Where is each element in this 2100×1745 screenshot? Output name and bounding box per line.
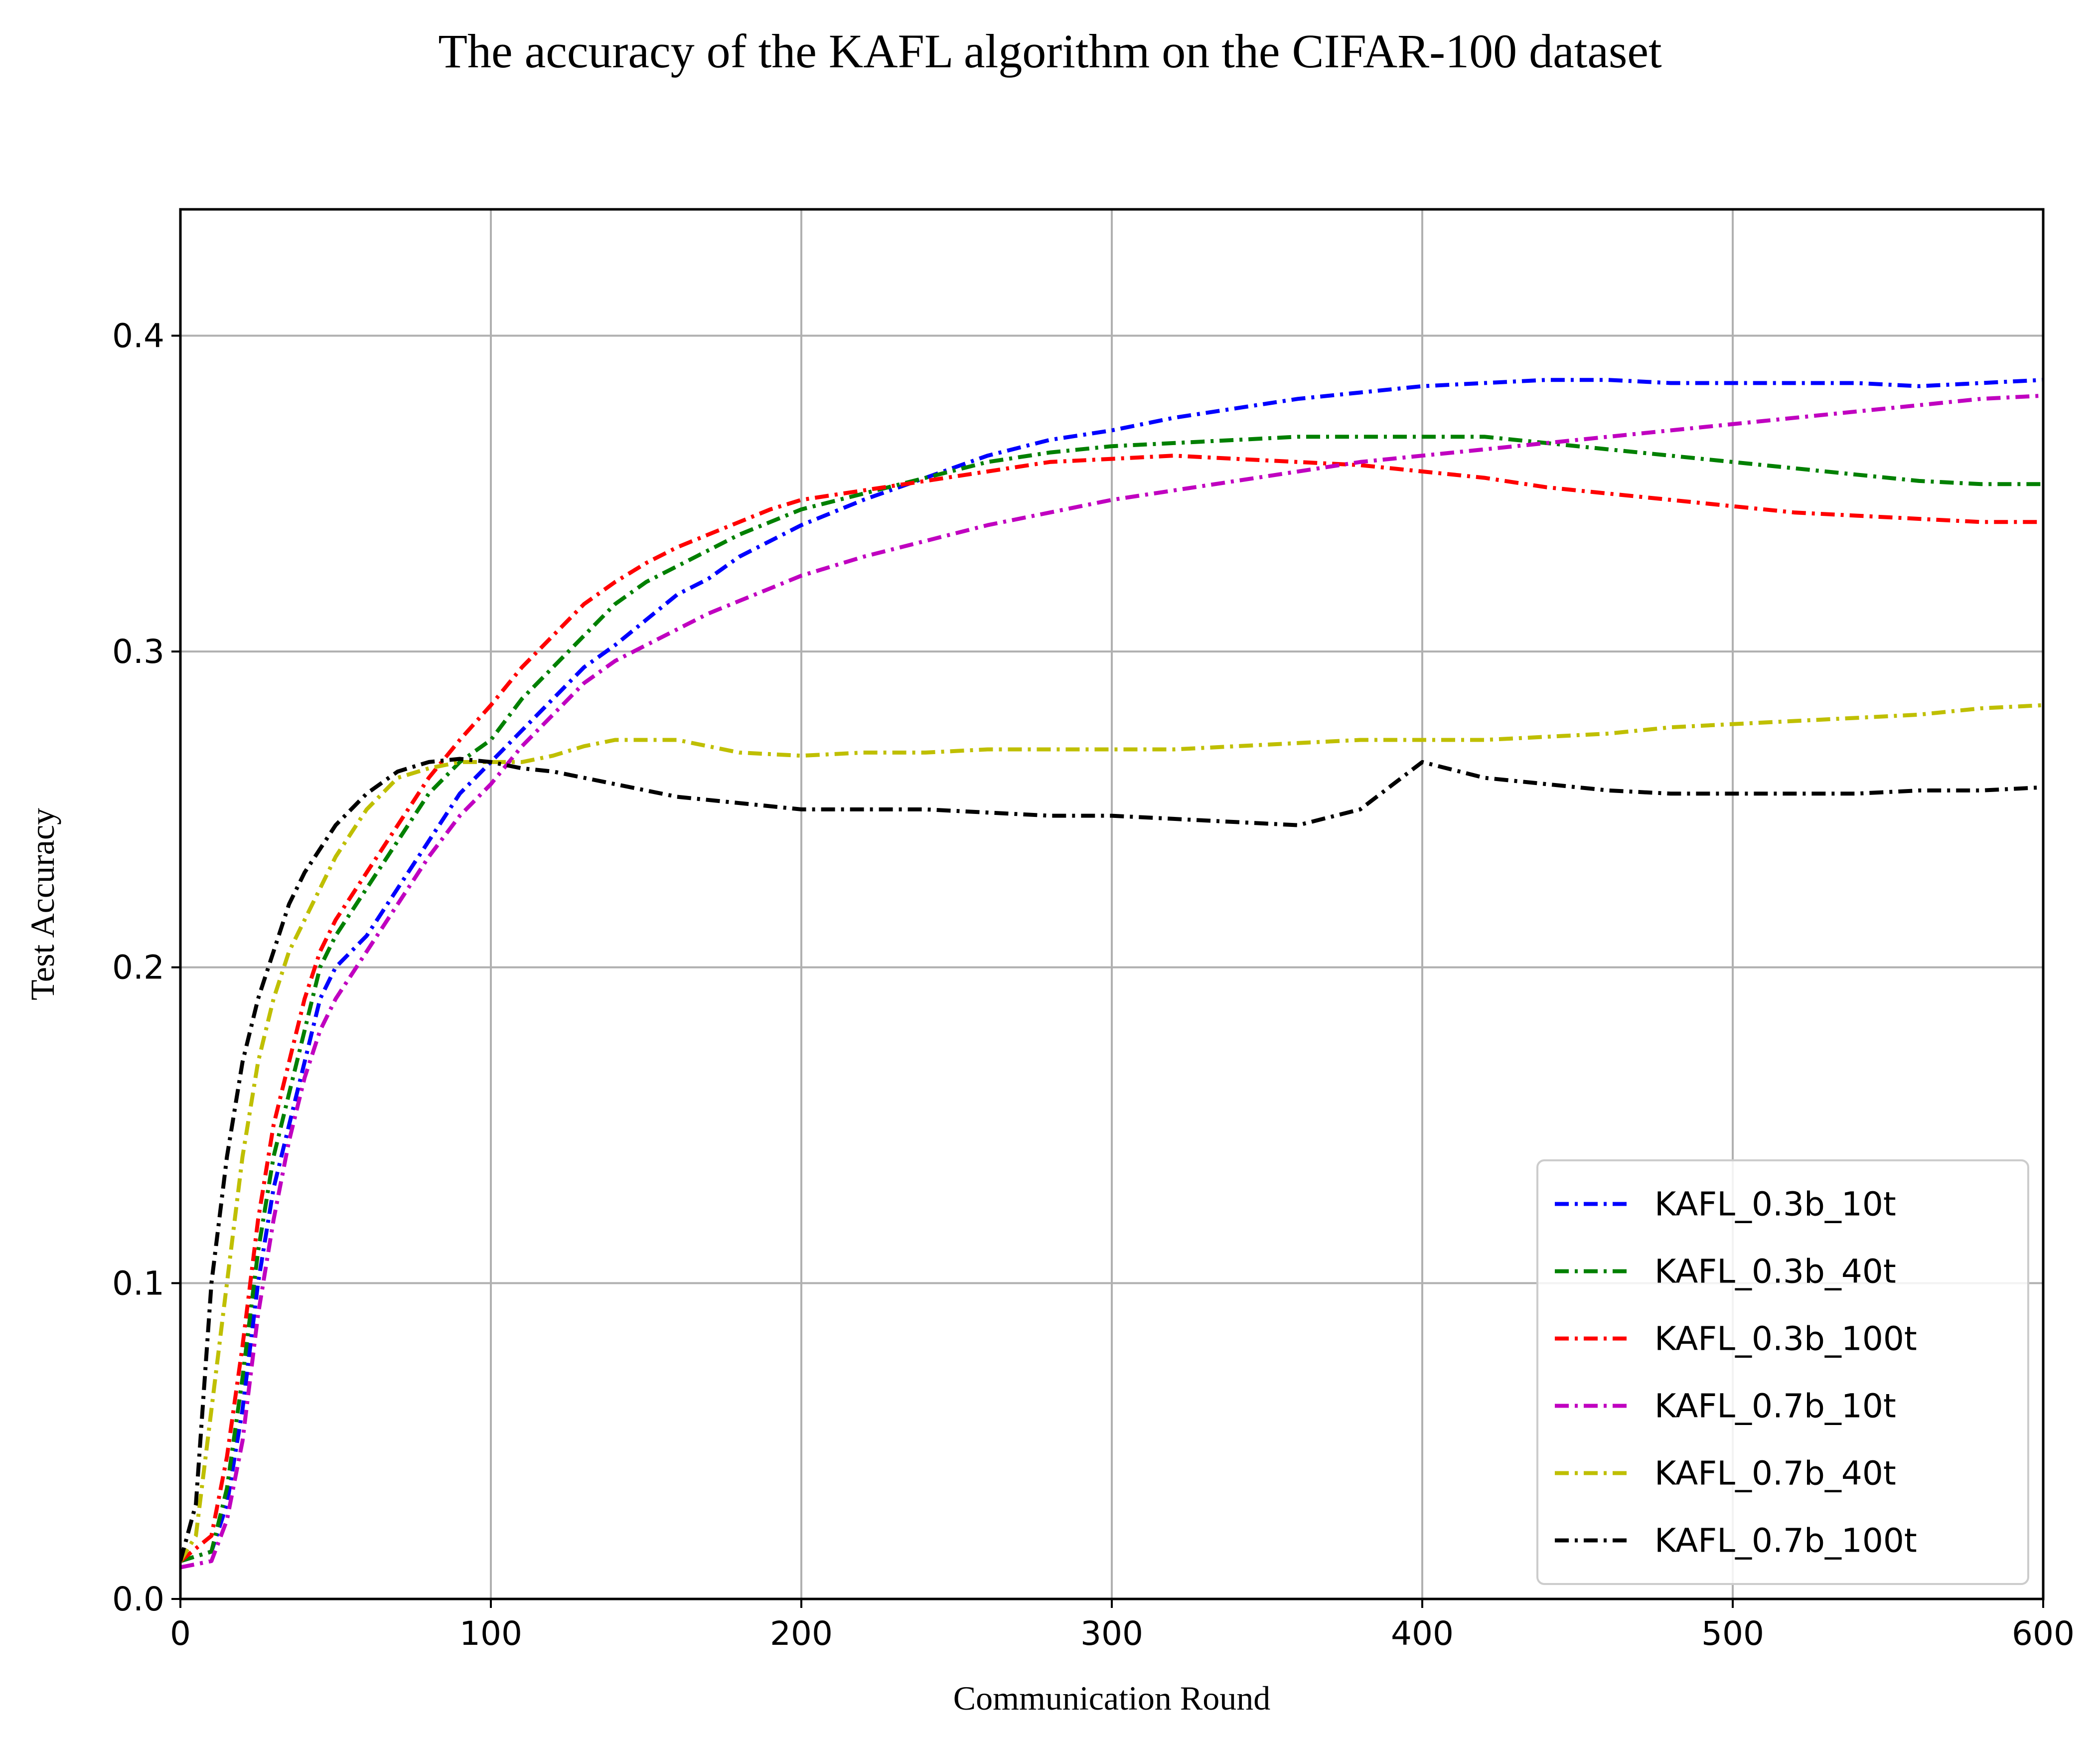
legend-label: KAFL_0.3b_10t: [1654, 1185, 1896, 1224]
y-tick-label: 0.2: [112, 949, 164, 987]
legend-label: KAFL_0.3b_100t: [1654, 1320, 1917, 1358]
legend-label: KAFL_0.7b_10t: [1654, 1387, 1896, 1426]
series-line-4: [180, 393, 2043, 1570]
series-line-3: [180, 454, 2043, 1563]
x-tick-label: 300: [1080, 1614, 1143, 1653]
x-tick-label: 200: [770, 1614, 833, 1653]
y-tick-label: 0.0: [112, 1580, 164, 1618]
series-line-5: [180, 703, 2043, 1563]
y-tick-label: 0.4: [112, 317, 164, 355]
x-tick-label: 600: [2012, 1614, 2075, 1653]
legend-box: [1536, 1159, 2029, 1585]
chart-title: The accuracy of the KAFL algorithm on th…: [438, 24, 1662, 78]
legend-label: KAFL_0.3b_40t: [1654, 1253, 1896, 1291]
legend-label: KAFL_0.7b_100t: [1654, 1522, 1917, 1560]
x-tick-label: 0: [170, 1614, 191, 1653]
y-tick-label: 0.3: [112, 633, 164, 671]
x-tick-label: 100: [459, 1614, 522, 1653]
series-line-1: [180, 378, 2043, 1563]
legend: KAFL_0.3b_10t KAFL_0.3b_40t KAFL_0.3b_100t…: [1536, 1159, 2029, 1585]
series-line-2: [180, 435, 2043, 1563]
x-tick-label: 400: [1391, 1614, 1454, 1653]
y-tick-label: 0.1: [112, 1264, 164, 1302]
x-axis-label: Communication Round: [953, 1679, 1271, 1717]
legend-label: KAFL_0.7b_40t: [1654, 1454, 1896, 1493]
series-lines: [180, 378, 2043, 1570]
series-line-6: [180, 757, 2043, 1562]
axis-ticks: 0 100 200 300 400 500 600 0.0 0.1 0.2 0.3 0.4: [112, 317, 2075, 1653]
y-axis-label: Test Accuracy: [23, 808, 61, 1000]
x-tick-label: 500: [1701, 1614, 1764, 1653]
